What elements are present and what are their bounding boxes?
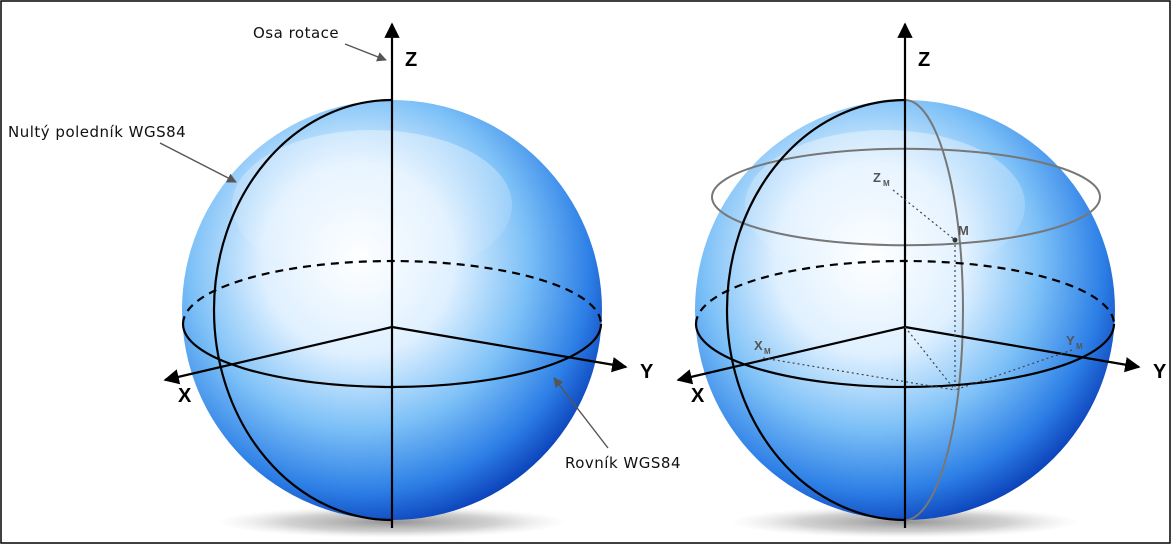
ym-subscript: M	[1076, 342, 1083, 351]
rotation-axis-pointer	[344, 43, 387, 62]
prime-meridian-pointer	[159, 142, 237, 183]
ym-label: Y	[1066, 333, 1075, 348]
z-axis-label: Z	[405, 49, 417, 71]
y-axis	[904, 325, 1141, 373]
zm-subscript: M	[883, 179, 890, 188]
equator-pointer	[553, 377, 609, 449]
meridian-line	[904, 99, 964, 521]
prime-meridian-line	[212, 98, 393, 522]
xm-label: X	[754, 338, 763, 353]
prime-meridian-label: Nultý poledník WGS84	[8, 123, 186, 141]
x-axis	[676, 325, 906, 385]
left-panel: Z X Y Osa rotace Nultý poledník WGS84 Ro…	[8, 22, 681, 538]
point-m-marker	[952, 237, 958, 243]
equator-label: Rovník WGS84	[565, 454, 681, 472]
zm-label: Z	[873, 170, 881, 185]
point-m-label: M	[958, 223, 969, 238]
z-axis-label: Z	[918, 49, 930, 71]
y-axis	[391, 325, 628, 373]
x-axis	[163, 325, 393, 385]
x-axis-label: X	[178, 385, 192, 407]
projection-lines	[762, 189, 1073, 391]
right-panel: Z X Y M Z M X M Y M	[676, 22, 1167, 538]
prime-meridian-line	[725, 98, 906, 522]
x-axis-label: X	[691, 385, 705, 407]
y-axis-label: Y	[1153, 361, 1167, 383]
rotation-axis-label: Osa rotace	[253, 24, 339, 42]
xm-subscript: M	[764, 347, 771, 356]
y-axis-label: Y	[640, 361, 654, 383]
